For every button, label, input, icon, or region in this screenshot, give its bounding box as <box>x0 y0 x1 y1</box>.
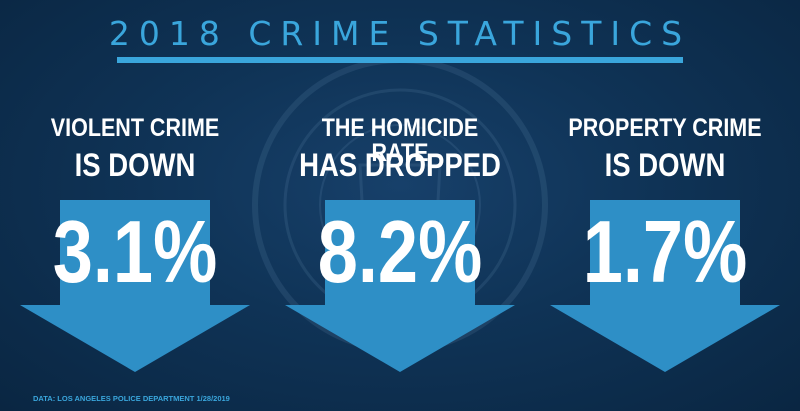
down-arrow-icon <box>20 200 250 372</box>
stat-label-line1: VIOLENT CRIME <box>50 114 220 142</box>
stat-label-line2: HAS DROPPED <box>299 147 501 183</box>
stat-value: 1.7% <box>582 202 748 301</box>
page-title: 2018 CRIME STATISTICS <box>108 14 692 53</box>
stat-label-line2: IS DOWN <box>74 147 196 183</box>
down-arrow-icon <box>285 200 515 372</box>
stat-label-line1: PROPERTY CRIME <box>568 114 762 142</box>
stat-value: 3.1% <box>52 202 218 301</box>
stat-label-line1: THE HOMICIDE RATE <box>321 114 479 167</box>
down-arrow-icon <box>550 200 780 372</box>
stat-label-line2: IS DOWN <box>604 147 726 183</box>
title-underline <box>117 57 683 63</box>
stat-value: 8.2% <box>317 202 483 301</box>
source-note: DATA: LOS ANGELES POLICE DEPARTMENT 1/28… <box>33 394 230 403</box>
